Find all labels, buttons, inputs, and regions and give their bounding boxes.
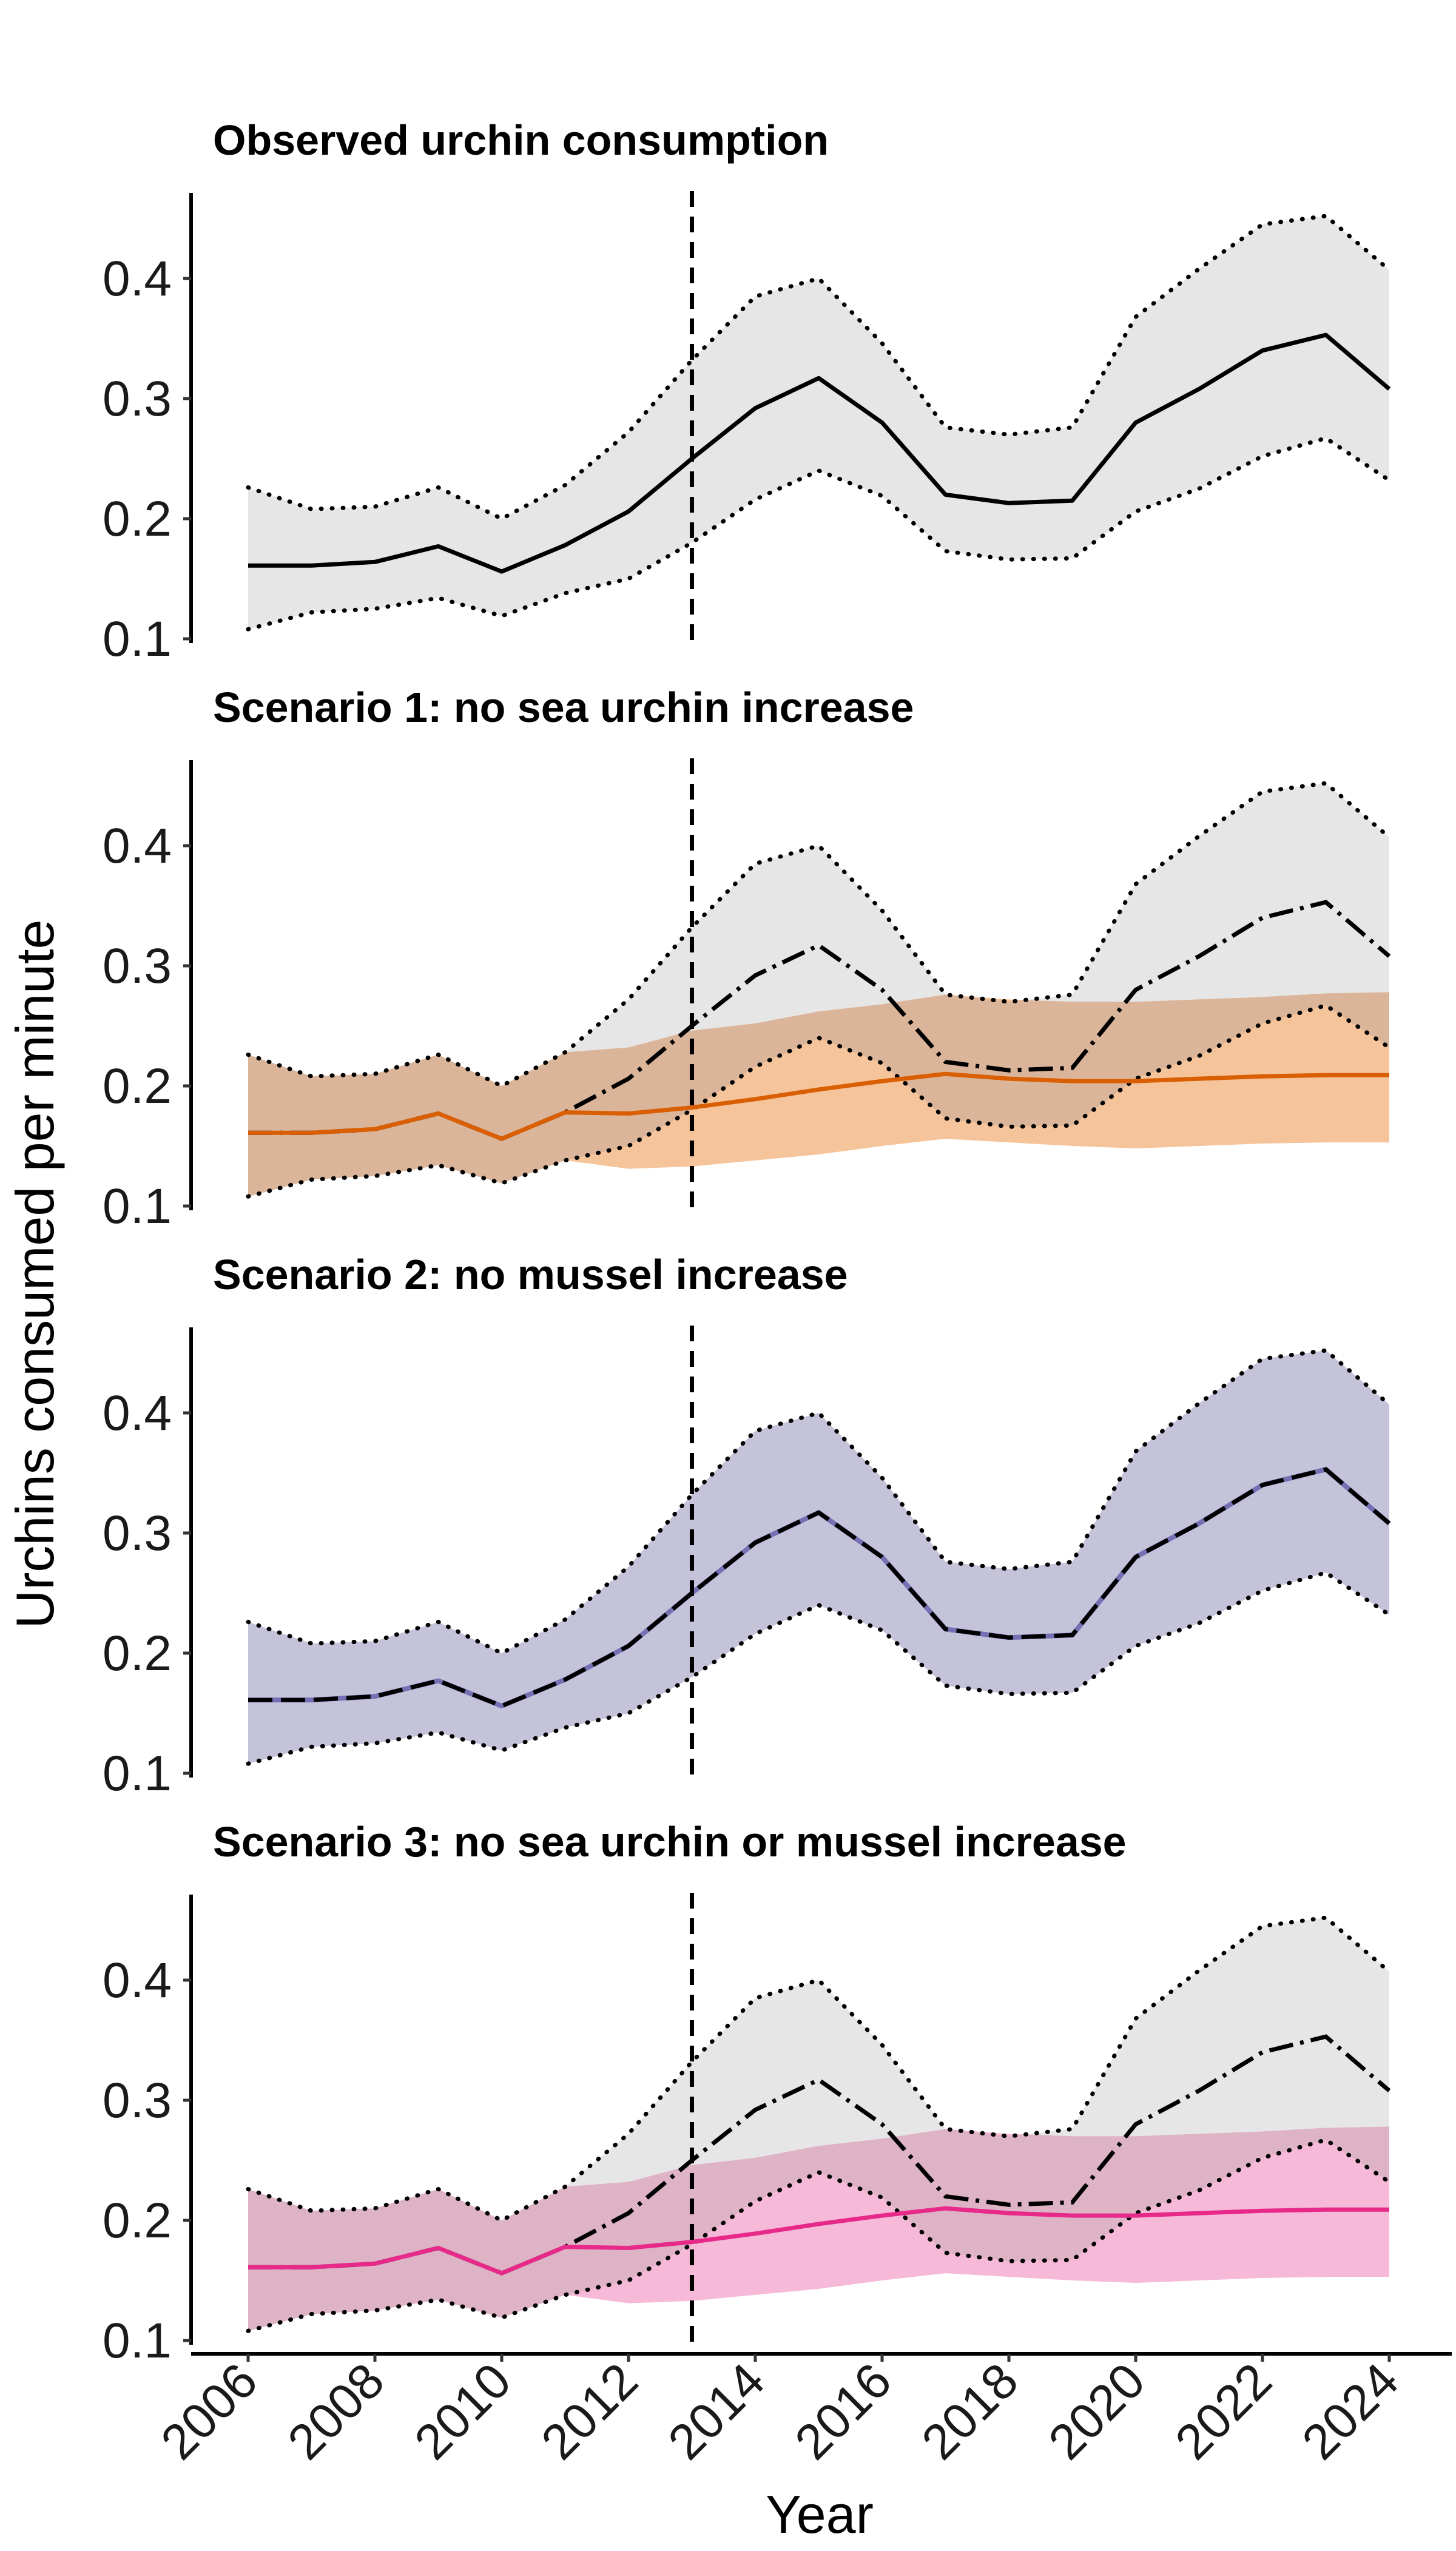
observed-upper-bound [246,1348,1392,1656]
y-tick-label: 0.1 [103,612,172,667]
observed-upper-bound [246,1915,1392,2223]
panel-2: Scenario 1: no sea urchin increase 0.1 0.2… [103,684,1392,1234]
x-tick-label: 2016 [784,2353,902,2470]
x-tick-label: 2024 [1292,2353,1409,2470]
observed-lower-bound [246,2137,1392,2333]
scenario-mean-line [248,1071,1389,1141]
panel-1: Observed urchin consumption 0.1 0.2 0.3 0.4 [103,116,1392,667]
panel-title: Scenario 2: no mussel increase [213,1251,848,1298]
y-tick-label: 0.3 [103,1506,172,1561]
y-tick-label: 0.2 [103,1059,172,1114]
panel-4: Scenario 3: no sea urchin or mussel incr… [103,1818,1392,2368]
observed-upper-bound [246,214,1392,521]
x-tick-label: 2020 [1038,2353,1155,2470]
y-tick-label: 0.4 [103,1953,172,2008]
x-tick-label: 2010 [404,2353,521,2470]
y-tick-label: 0.1 [103,1179,172,1234]
observed-lower-bound [246,1003,1392,1199]
y-tick-label: 0.4 [103,251,172,306]
x-tick-label: 2022 [1165,2353,1282,2470]
observed-ci-band [248,216,1389,630]
y-axis-title: Urchins consumed per minute [5,920,65,1629]
observed-mean-line [248,332,1391,574]
observed-lower-bound [246,1570,1392,1766]
observed-upper-bound [246,781,1392,1088]
observed-mean-line [248,1467,1391,1708]
panel-title: Scenario 3: no sea urchin or mussel incr… [213,1818,1127,1865]
x-tick-label: 2018 [911,2353,1028,2470]
x-tick-label: 2012 [531,2353,648,2470]
y-tick-label: 0.1 [103,2313,172,2368]
panel-title: Scenario 1: no sea urchin increase [213,684,914,731]
observed-lower-bound [246,436,1392,632]
x-tick-label: 2008 [277,2353,394,2470]
y-tick-label: 0.2 [103,1626,172,1681]
x-tick-label: 2014 [658,2353,775,2470]
panel-3: Scenario 2: no mussel increase 0.1 0.2 0.3 0… [103,1251,1392,1801]
y-tick-label: 0.1 [103,1746,172,1801]
x-axis-title: Year [766,2484,874,2544]
y-tick-label: 0.4 [103,1386,172,1441]
y-tick-label: 0.4 [103,818,172,874]
y-tick-label: 0.3 [103,371,172,426]
x-tick-label: 2006 [150,2353,268,2470]
y-tick-label: 0.2 [103,491,172,547]
y-tick-label: 0.3 [103,2073,172,2128]
panel-title: Observed urchin consumption [213,116,829,164]
y-tick-label: 0.3 [103,939,172,994]
y-tick-label: 0.2 [103,2193,172,2248]
scenario-mean-line [248,2206,1389,2276]
scenario-ci-band [248,1350,1389,1764]
